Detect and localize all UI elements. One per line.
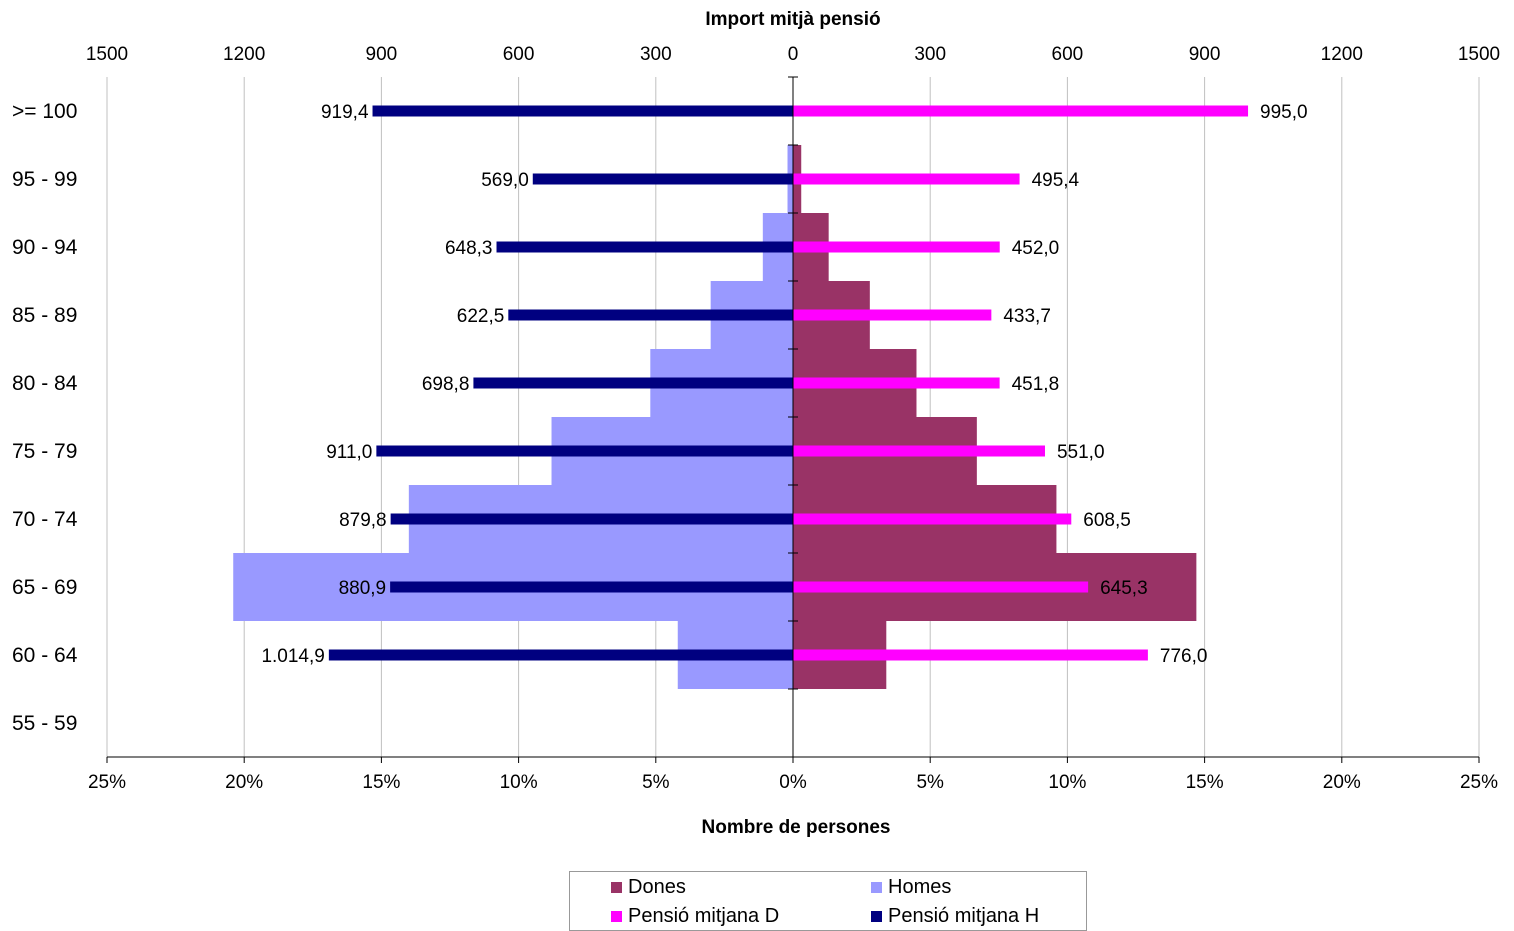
pensio-h-label: 569,0 [481,170,529,191]
pensio-d-label: 995,0 [1260,102,1308,123]
pensio-d-label: 433,7 [1003,306,1051,327]
pensio-h-label: 698,8 [422,374,470,395]
pensio-d-label: 495,4 [1032,170,1080,191]
axes: 25% 1500 20% 1200 15% 900 10% 600 5% 300 0% 0 5% 300 1… [12,44,1500,793]
pensio-d-label: 551,0 [1057,442,1105,463]
pensio-h-label: 622,5 [457,306,505,327]
legend-label-dones: Dones [628,876,686,898]
pensio-d-bar [793,445,1045,457]
legend-item-homes: Homes [871,876,951,899]
legend-swatch-homes [871,882,882,893]
legend-swatch-pensio-h [871,911,882,922]
pensio-h-bar [496,241,793,253]
top-tick-label: 900 [1189,44,1221,65]
pensio-h-bar [473,377,793,389]
category-label: 60 - 64 [12,644,78,667]
category-label: 65 - 69 [12,576,77,599]
top-tick-label: 1500 [1458,44,1500,65]
pensio-h-bar [532,173,793,185]
pensio-d-bar [793,309,992,321]
legend-swatch-pensio-d [611,911,622,922]
bottom-tick-label: 0% [779,772,807,793]
pensio-d-bar [793,241,1000,253]
pensio-h-label: 880,9 [339,578,387,599]
pensio-d-label: 451,8 [1012,374,1060,395]
bottom-tick-label: 5% [916,772,944,793]
legend-item-dones: Dones [611,876,686,899]
category-label: 90 - 94 [12,236,78,259]
bottom-tick-label: 25% [1460,772,1498,793]
pensio-d-label: 452,0 [1012,238,1060,259]
top-tick-label: 300 [914,44,946,65]
top-tick-label: 300 [640,44,672,65]
pensio-d-bar [793,377,1000,389]
pensio-h-bar [328,649,793,661]
legend-item-pensio-d: Pensió mitjana D [611,905,779,928]
pensio-h-label: 911,0 [326,442,372,463]
pensio-d-bar [793,173,1020,185]
bottom-tick-label: 10% [500,772,538,793]
top-tick-label: 600 [1052,44,1084,65]
legend-label-homes: Homes [888,876,952,898]
pensio-d-label: 645,3 [1100,578,1148,599]
bottom-tick-label: 15% [1186,772,1224,793]
top-tick-label: 600 [503,44,535,65]
pensio-h-label: 648,3 [445,238,493,259]
bottom-tick-label: 10% [1048,772,1086,793]
pensio-h-bar [390,513,793,525]
bottom-tick-label: 20% [225,772,263,793]
pensio-d-label: 776,0 [1160,646,1208,667]
legend-swatch-dones [611,882,622,893]
pensio-d-bar [793,513,1072,525]
pensio-d-label: 608,5 [1083,510,1131,531]
category-label: >= 100 [12,100,77,123]
bottom-axis-title: Nombre de persones [702,817,891,838]
category-label: 85 - 89 [12,304,77,327]
top-tick-label: 0 [788,44,799,65]
legend-item-pensio-h: Pensió mitjana H [871,905,1039,928]
top-axis-title: Import mitjà pensió [705,9,880,30]
legend-label-pensio-h: Pensió mitjana H [888,905,1040,927]
legend: Dones Homes Pensió mitjana D Pensió mitj… [569,871,1087,931]
pensio-h-bar [376,445,793,457]
category-label: 80 - 84 [12,372,78,395]
population-bars [233,145,1197,689]
top-tick-label: 1500 [86,44,128,65]
pensio-d-bar [793,649,1148,661]
pensio-h-label: 1.014,9 [261,646,324,667]
category-label: 75 - 79 [12,440,77,463]
pensio-h-label: 879,8 [339,510,387,531]
pensio-d-bar [793,581,1089,593]
bottom-tick-label: 15% [362,772,400,793]
pensio-d-bar [793,105,1249,117]
category-label: 70 - 74 [12,508,78,531]
bottom-tick-label: 5% [642,772,670,793]
bottom-tick-label: 25% [88,772,126,793]
pensio-h-label: 919,4 [321,102,369,123]
pensio-h-bar [372,105,793,117]
value-labels: 1.014,9 776,0 880,9 645,3 879,8 608,5 911,0 551… [261,102,1307,667]
category-label: 95 - 99 [12,168,77,191]
top-tick-label: 900 [366,44,398,65]
pensio-h-bar [390,581,793,593]
pensio-h-bar [508,309,793,321]
legend-label-pensio-d: Pensió mitjana D [628,905,780,927]
top-tick-label: 1200 [223,44,265,65]
pension-bars [328,105,1249,661]
bottom-tick-label: 20% [1323,772,1361,793]
category-label: 55 - 59 [12,712,77,735]
top-tick-label: 1200 [1321,44,1363,65]
